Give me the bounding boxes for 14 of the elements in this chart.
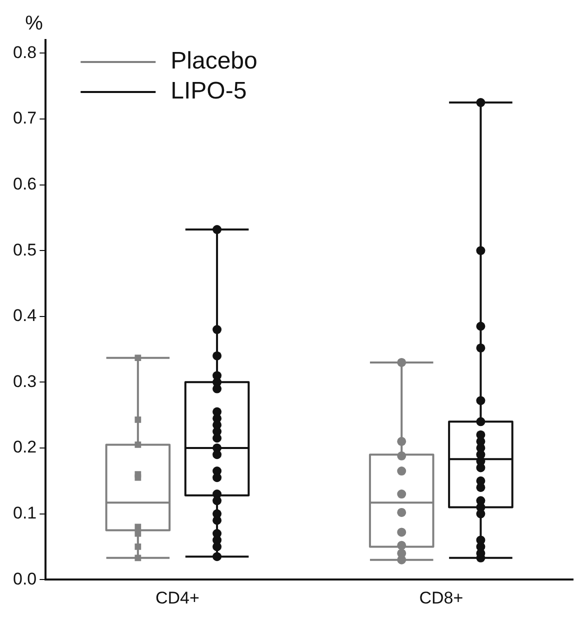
x-tick-label: CD8+ — [419, 588, 464, 608]
y-tick-label: 0.0 — [12, 569, 37, 588]
x-tick-label: CD4+ — [156, 588, 200, 608]
y-tick-label: 0.5 — [12, 240, 37, 260]
y-tick-label: 0.1 — [12, 503, 37, 522]
legend-label: Placebo — [170, 48, 258, 75]
y-tick-label: 0.7 — [12, 108, 37, 128]
y-tick-label: 0.8 — [12, 42, 37, 62]
y-tick-label: 0.4 — [12, 306, 37, 326]
y-axis-title: % — [25, 12, 44, 35]
y-tick-label: 0.3 — [12, 372, 37, 391]
y-tick-label: 0.2 — [12, 438, 37, 457]
y-tick-label: 0.6 — [12, 174, 37, 194]
legend-label: LIPO-5 — [170, 78, 247, 105]
